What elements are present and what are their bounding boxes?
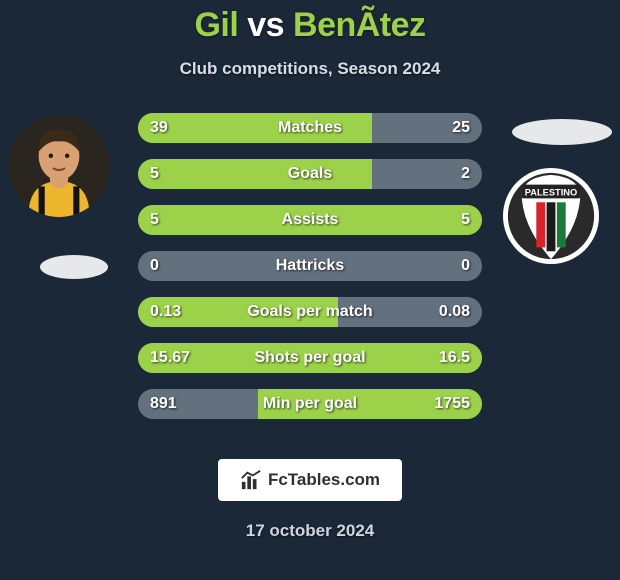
title-vs-word: vs	[247, 6, 284, 44]
stat-value-right: 0.08	[439, 303, 470, 321]
badge-svg: PALESTINO	[502, 167, 600, 265]
badge-stripe-3	[557, 202, 566, 247]
fctables-logo-text: FcTables.com	[268, 470, 380, 490]
avatar-eye-l	[49, 154, 53, 158]
stat-bar-left	[138, 113, 372, 143]
stat-value-left: 0	[150, 257, 159, 275]
title-player-right: BenÃ­tez	[293, 6, 426, 44]
stat-bar-left	[138, 297, 338, 327]
avatar-eye-r	[65, 154, 69, 158]
stat-row: 891Min per goal1755	[138, 389, 482, 419]
player-right-club-badge: PALESTINO	[502, 167, 600, 265]
title-sp2	[284, 6, 293, 44]
badge-stripe-1	[536, 202, 545, 247]
avatar-stripe-1	[39, 186, 45, 217]
fctables-logo-inner: FcTables.com	[218, 459, 402, 501]
stat-label: Hattricks	[138, 257, 482, 275]
stat-bar-left	[138, 205, 310, 235]
stats-table: 39Matches25 5Goals2 5Assists5 0Hattricks0 0.…	[138, 113, 482, 419]
avatar-stripe-2	[73, 186, 79, 217]
date-label: 17 october 2024	[0, 521, 620, 541]
stat-row: 5Goals2	[138, 159, 482, 189]
title-player-left: Gil	[194, 6, 238, 44]
player-left-avatar	[8, 115, 110, 217]
avatar-left-svg	[8, 115, 110, 217]
subtitle: Club competitions, Season 2024	[0, 59, 620, 79]
stat-bar-right	[310, 343, 482, 373]
fctables-logo: FcTables.com	[0, 459, 620, 501]
badge-stripe-2	[547, 202, 556, 251]
page-title: Gil vs BenÃ­tez	[0, 0, 620, 45]
stat-row: 0.13Goals per match0.08	[138, 297, 482, 327]
stat-row: 15.67Shots per goal16.5	[138, 343, 482, 373]
player-right-avatar-placeholder	[512, 119, 612, 145]
stat-value-right: 0	[461, 257, 470, 275]
stat-value-right: 25	[452, 119, 470, 137]
stat-row: 39Matches25	[138, 113, 482, 143]
stat-bar-right	[258, 389, 482, 419]
player-left-club-placeholder	[40, 255, 108, 279]
stat-bar-right	[310, 205, 482, 235]
stat-value-left: 891	[150, 395, 177, 413]
stat-row: 5Assists5	[138, 205, 482, 235]
stat-bar-left	[138, 159, 372, 189]
badge-text: PALESTINO	[525, 187, 578, 197]
comparison-arena: PALESTINO 39Matches25 5Goals2 5Assists5 0Ha…	[0, 107, 620, 447]
chart-icon	[240, 469, 262, 491]
stat-bar-left	[138, 343, 310, 373]
stat-value-right: 2	[461, 165, 470, 183]
stat-row: 0Hattricks0	[138, 251, 482, 281]
